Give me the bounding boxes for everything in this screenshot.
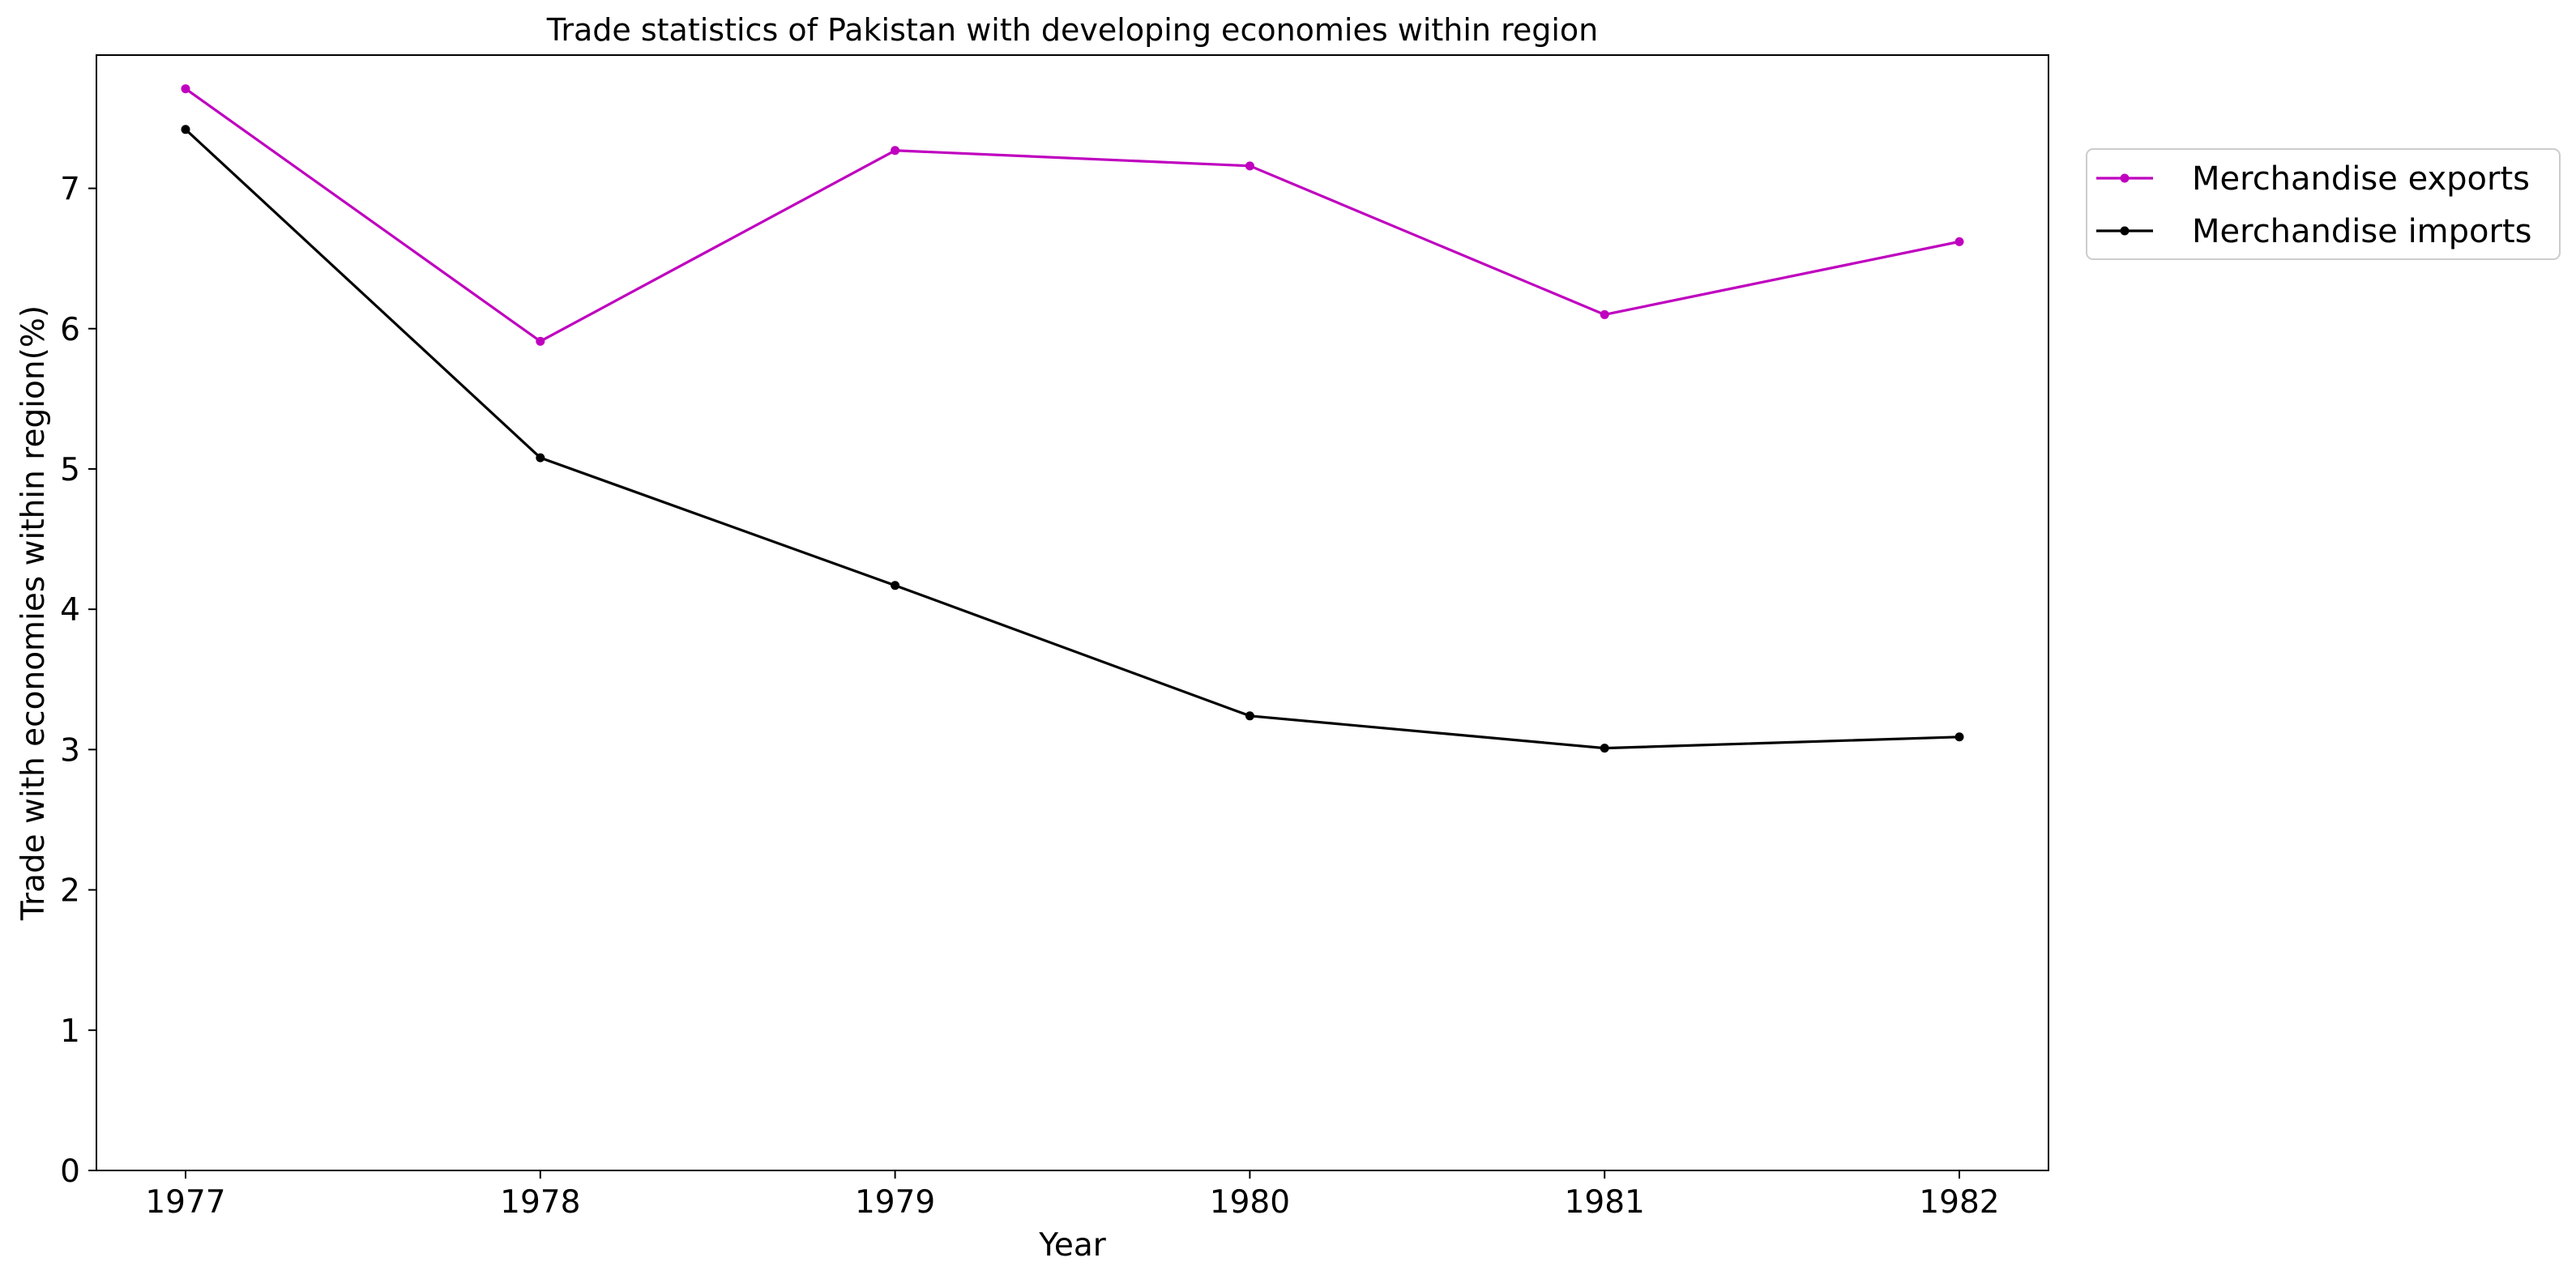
x-axis-label: Year xyxy=(1038,1227,1107,1264)
data-point-merchandise-exports xyxy=(181,84,190,94)
data-point-merchandise-imports xyxy=(1600,744,1609,753)
chart-title: Trade statistics of Pakistan with develo… xyxy=(546,12,1599,48)
y-tick-label: 1 xyxy=(60,1013,80,1050)
data-point-merchandise-imports xyxy=(891,581,900,590)
x-tick-label: 1980 xyxy=(1210,1184,1290,1221)
legend: Merchandise exports Merchandise imports xyxy=(2086,148,2561,260)
legend-marker-merchandise-exports xyxy=(2120,173,2130,183)
y-tick-label: 0 xyxy=(60,1153,80,1190)
x-tick-label: 1978 xyxy=(500,1184,580,1221)
data-point-merchandise-imports xyxy=(536,453,545,463)
data-point-merchandise-imports xyxy=(1954,732,1964,742)
data-point-merchandise-exports xyxy=(1245,161,1254,171)
legend-label-merchandise-exports: Merchandise exports xyxy=(2192,160,2530,198)
y-tick-label: 3 xyxy=(60,732,80,769)
x-tick-label: 1981 xyxy=(1565,1184,1645,1221)
x-tick-label: 1982 xyxy=(1919,1184,1999,1221)
y-tick-label: 5 xyxy=(60,452,80,488)
y-tick-label: 4 xyxy=(60,592,80,629)
data-point-merchandise-exports xyxy=(536,336,545,346)
data-point-merchandise-exports xyxy=(1600,309,1609,319)
legend-box xyxy=(2086,148,2561,260)
plot-area: 0 1 2 3 4 5 6 7 1977 1978 1979 1980 1981 1982 xyxy=(60,54,2049,1221)
x-tick-label: 1979 xyxy=(855,1184,935,1221)
y-axis-label: Trade with economies within region(%) xyxy=(15,305,52,921)
data-point-merchandise-exports xyxy=(891,146,900,156)
legend-label-merchandise-imports: Merchandise imports xyxy=(2192,213,2531,250)
x-tick-label: 1977 xyxy=(145,1184,225,1221)
data-point-merchandise-imports xyxy=(181,125,190,134)
data-point-merchandise-imports xyxy=(1245,711,1254,721)
y-tick-label: 6 xyxy=(60,312,80,348)
series-line-merchandise-exports xyxy=(185,87,1960,343)
data-point-merchandise-exports xyxy=(1954,237,1964,246)
legend-marker-merchandise-imports xyxy=(2120,226,2130,236)
y-tick-label: 2 xyxy=(60,873,80,910)
axes-frame xyxy=(96,54,2049,1171)
series-line-merchandise-imports xyxy=(184,128,1960,750)
y-tick-label: 7 xyxy=(60,172,80,208)
